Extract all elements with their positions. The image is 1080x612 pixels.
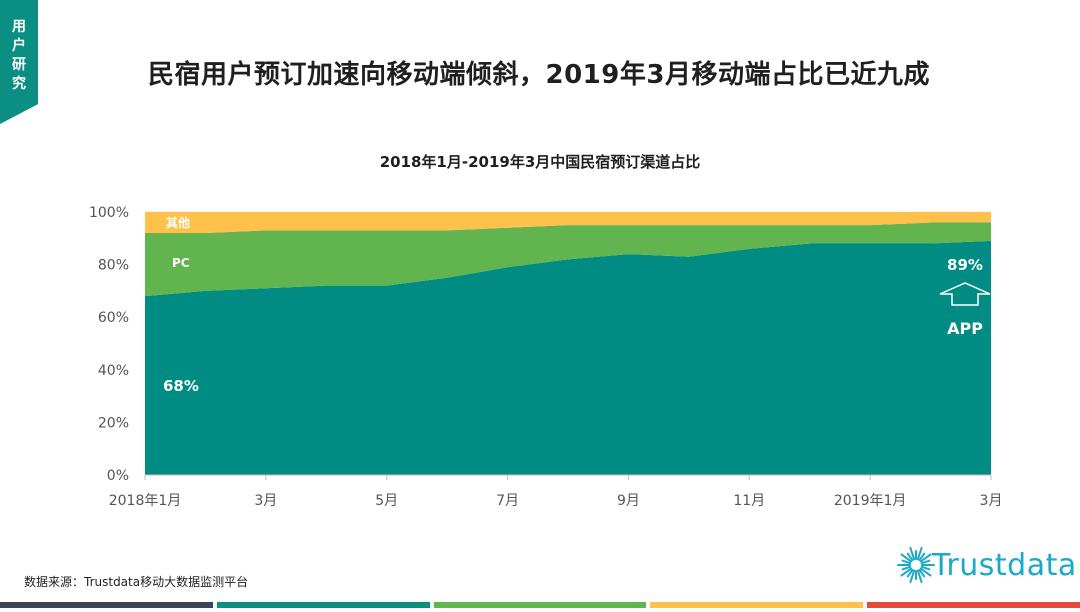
chart-labels: 其他 PC 68% 89% APP	[163, 215, 991, 395]
x-tick-label: 2019年1月	[834, 493, 907, 509]
x-tick-label: 5月	[375, 493, 398, 509]
pc-series-label: PC	[172, 256, 190, 270]
area-series-other	[145, 212, 991, 234]
trustdata-logo: Trustdata	[896, 538, 1076, 594]
logo-text: Trustdata	[932, 548, 1077, 583]
x-tick-label: 7月	[496, 493, 519, 509]
x-tick-label: 3月	[254, 493, 277, 509]
y-tick-label: 60%	[98, 310, 129, 326]
x-tick-label: 11月	[733, 493, 765, 509]
area-series-app	[145, 240, 991, 475]
footer-bar	[867, 602, 1080, 608]
other-series-label: 其他	[166, 215, 190, 230]
footer-bar	[0, 602, 213, 608]
y-tick-label: 40%	[98, 363, 129, 379]
y-tick-label: 80%	[98, 258, 129, 274]
end-value-label: 89%	[947, 256, 983, 274]
area-series-pc	[145, 222, 991, 297]
section-tab: 用户研究	[0, 0, 38, 124]
chart-areas	[145, 212, 991, 475]
chart-axes: 0% 20% 40% 60% 80% 100% 2018年1月 3月 5月 7月 9月 11月 2019…	[89, 205, 1002, 509]
footer-color-bars	[0, 602, 1080, 608]
footer-bar	[650, 602, 864, 608]
footer-bar	[216, 602, 430, 608]
y-tick-label: 0%	[107, 468, 129, 484]
app-series-label: APP	[947, 319, 983, 338]
x-tick-label: 3月	[980, 493, 1003, 509]
y-tick-label: 20%	[98, 415, 129, 431]
x-tick-label: 9月	[617, 493, 640, 509]
y-tick-label: 100%	[89, 205, 129, 221]
source-note: 数据来源：Trustdata移动大数据监测平台	[24, 575, 249, 589]
footer-bar	[433, 602, 647, 608]
sunburst-logo-icon	[897, 546, 935, 584]
page-title: 民宿用户预订加速向移动端倾斜，2019年3月移动端占比已近九成	[148, 60, 930, 90]
up-arrow-icon	[939, 282, 991, 306]
x-tick-label: 2018年1月	[109, 493, 182, 509]
chart-title: 2018年1月-2019年3月中国民宿预订渠道占比	[380, 153, 701, 171]
section-tab-label: 用户研究	[12, 19, 26, 92]
start-value-label: 68%	[163, 377, 199, 395]
